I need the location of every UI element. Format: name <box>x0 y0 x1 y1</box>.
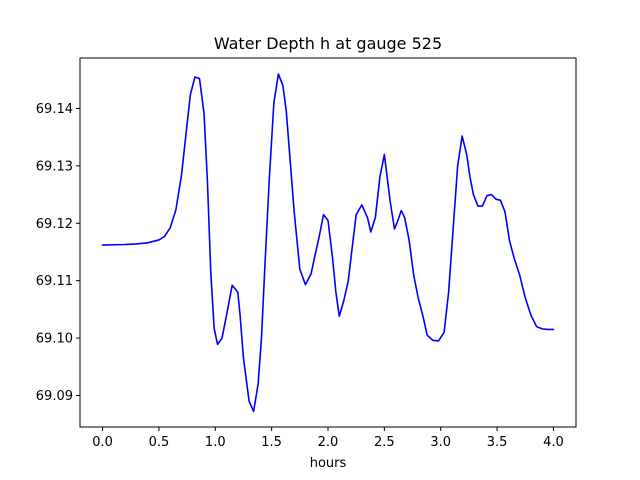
y-tick-label: 69.11 <box>36 274 73 289</box>
x-tick-label: 0.5 <box>149 435 170 450</box>
x-tick-label: 3.0 <box>430 435 451 450</box>
x-tick-label: 4.0 <box>543 435 564 450</box>
y-tick-label: 69.09 <box>36 389 73 404</box>
axes-frame <box>79 57 577 428</box>
x-tick-label: 1.5 <box>261 435 282 450</box>
chart-title: Water Depth h at gauge 525 <box>214 34 442 53</box>
y-tick-label: 69.10 <box>36 332 73 347</box>
x-tick-label: 3.5 <box>487 435 508 450</box>
y-tick-label: 69.14 <box>36 102 73 117</box>
series-line-0 <box>101 73 555 413</box>
y-tick-label: 69.12 <box>36 217 73 232</box>
x-tick-label: 2.0 <box>318 435 339 450</box>
y-axis: 69.09 69.10 69.11 69.12 69.13 69.14 <box>36 102 80 404</box>
x-axis-label: hours <box>310 456 347 471</box>
x-tick-label: 2.5 <box>374 435 395 450</box>
x-tick-label: 1.0 <box>205 435 226 450</box>
y-tick-label: 69.13 <box>36 159 73 174</box>
x-axis: 0.0 0.5 1.0 1.5 2.0 2.5 3.0 3.5 4.0 <box>92 427 564 450</box>
x-tick-label: 0.0 <box>92 435 113 450</box>
plot-area <box>101 73 555 413</box>
